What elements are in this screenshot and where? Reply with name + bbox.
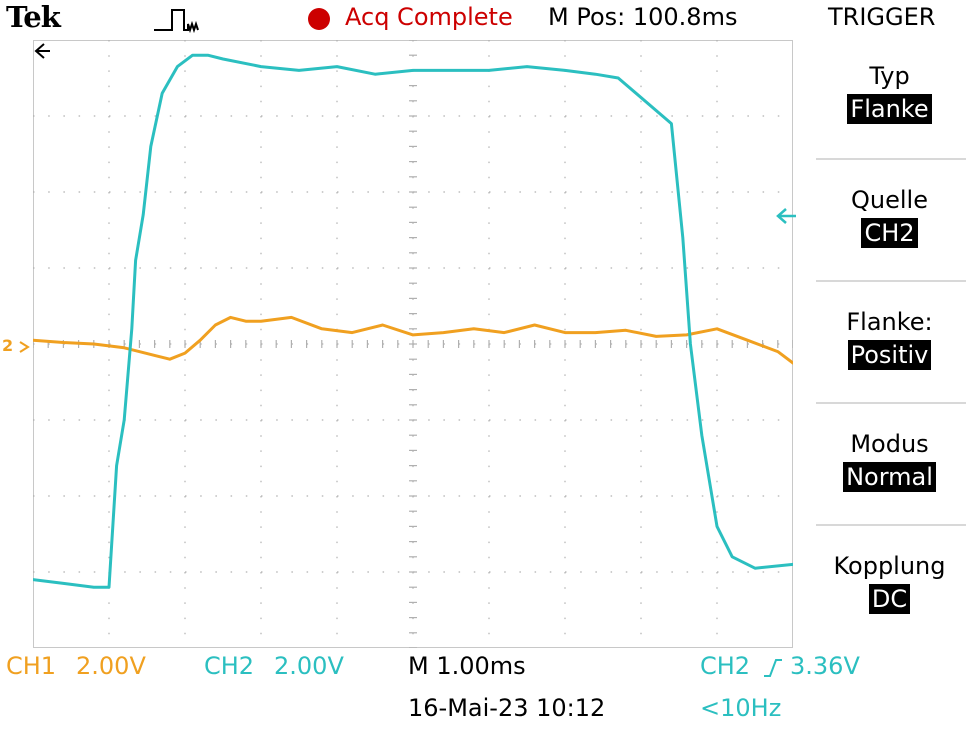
status-bar: Tek Acq Complete M Pos: 100.8ms TRIGGER (0, 0, 969, 38)
menu-title: TRIGGER (828, 3, 936, 31)
ch2-ground-label: 2 (2, 336, 14, 355)
menu-item-label: Typ (869, 62, 910, 90)
menu-item-value: Flanke (847, 94, 932, 124)
menu-item-quelle[interactable]: Quelle CH2 (810, 186, 969, 248)
date-time: 16-Mai-23 10:12 (408, 694, 606, 722)
ch2-label: CH2 (204, 652, 255, 680)
menu-divider (816, 524, 966, 526)
menu-item-flanke[interactable]: Flanke: Positiv (810, 308, 969, 370)
menu-item-label: Flanke: (846, 308, 933, 336)
acquisition-status-icon (308, 8, 330, 30)
menu-item-label: Kopplung (833, 552, 946, 580)
ground-arrow-icon (19, 340, 31, 353)
trigger-level-arrow-icon (776, 208, 796, 224)
menu-divider (816, 280, 966, 282)
horizontal-position: M Pos: 100.8ms (548, 3, 738, 31)
menu-item-modus[interactable]: Modus Normal (810, 430, 969, 492)
menu-divider (816, 402, 966, 404)
ch2-scale: 2.00V (274, 652, 344, 680)
rising-edge-icon (764, 659, 782, 677)
ch1-scale: 2.00V (76, 652, 146, 680)
menu-item-typ[interactable]: Typ Flanke (810, 62, 969, 124)
ch1-label: CH1 (6, 652, 57, 680)
waveform-display[interactable] (33, 40, 793, 648)
trigger-mode-icon (154, 9, 199, 34)
acquisition-status: Acq Complete (345, 3, 513, 31)
trace-ch1 (33, 315, 793, 365)
trace-ch2 (33, 53, 793, 589)
menu-item-value: Positiv (847, 340, 932, 370)
menu-item-value: CH2 (861, 218, 918, 248)
brand-logo: Tek (6, 0, 61, 34)
menu-item-label: Quelle (851, 186, 928, 214)
timebase: M 1.00ms (408, 652, 526, 680)
menu-item-value: DC (868, 584, 911, 614)
ch2-ground-marker: 2 (2, 336, 32, 356)
trigger-position-arrow-icon (34, 43, 50, 59)
trigger-frequency: <10Hz (700, 694, 782, 722)
trigger-source: CH2 (700, 652, 751, 680)
menu-item-value: Normal (843, 462, 936, 492)
trigger-menu: Typ Flanke Quelle CH2 Flanke: Positiv Mo… (810, 40, 969, 648)
menu-item-label: Modus (850, 430, 929, 458)
menu-item-kopplung[interactable]: Kopplung DC (810, 552, 969, 614)
trigger-level: 3.36V (790, 652, 860, 680)
menu-divider (816, 158, 966, 160)
